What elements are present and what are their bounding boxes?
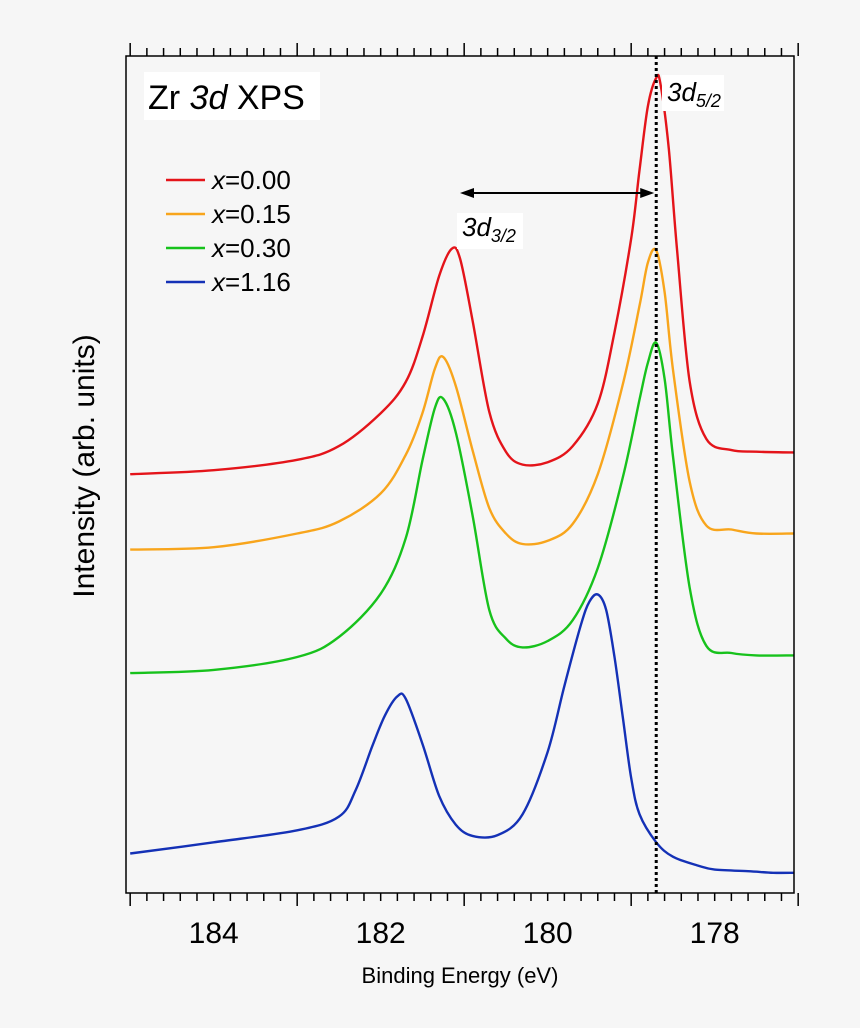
annotations: 3d5/2 3d3/2 (457, 75, 724, 249)
legend-label: x=0.15 (210, 199, 291, 229)
plot-frame (125, 55, 795, 894)
series-line-1 (130, 247, 795, 551)
legend: x=0.00 x=0.15 x=0.30 x=1.16 (166, 165, 291, 297)
spectra (130, 73, 795, 875)
title-box (144, 72, 320, 120)
y-axis-label: Intensity (arb. units) (68, 334, 101, 597)
chart-title: Zr 3d XPS (148, 79, 305, 117)
x-axis-label: Binding Energy (eV) (362, 963, 559, 988)
series-line-3 (130, 593, 795, 875)
d52-label-box (662, 75, 724, 111)
x-tick-label: 180 (523, 917, 573, 950)
tick-marks (129, 43, 799, 906)
d32-label-box (457, 213, 523, 249)
x-tick-labels: 184 182 180 178 (189, 917, 740, 950)
arrow-head-left (460, 188, 474, 198)
arrow-head-right (640, 188, 655, 198)
legend-label: x=0.30 (210, 233, 291, 263)
x-tick-label: 182 (356, 917, 406, 950)
d52-label: 3d5/2 (667, 77, 721, 111)
legend-label: x=0.00 (210, 165, 291, 195)
plot-background (126, 56, 794, 893)
d32-label: 3d3/2 (462, 212, 516, 246)
series-line-2 (130, 341, 795, 675)
x-tick-label: 178 (690, 917, 740, 950)
x-tick-label: 184 (189, 917, 239, 950)
series-line-0 (130, 73, 795, 476)
legend-label: x=1.16 (210, 267, 291, 297)
